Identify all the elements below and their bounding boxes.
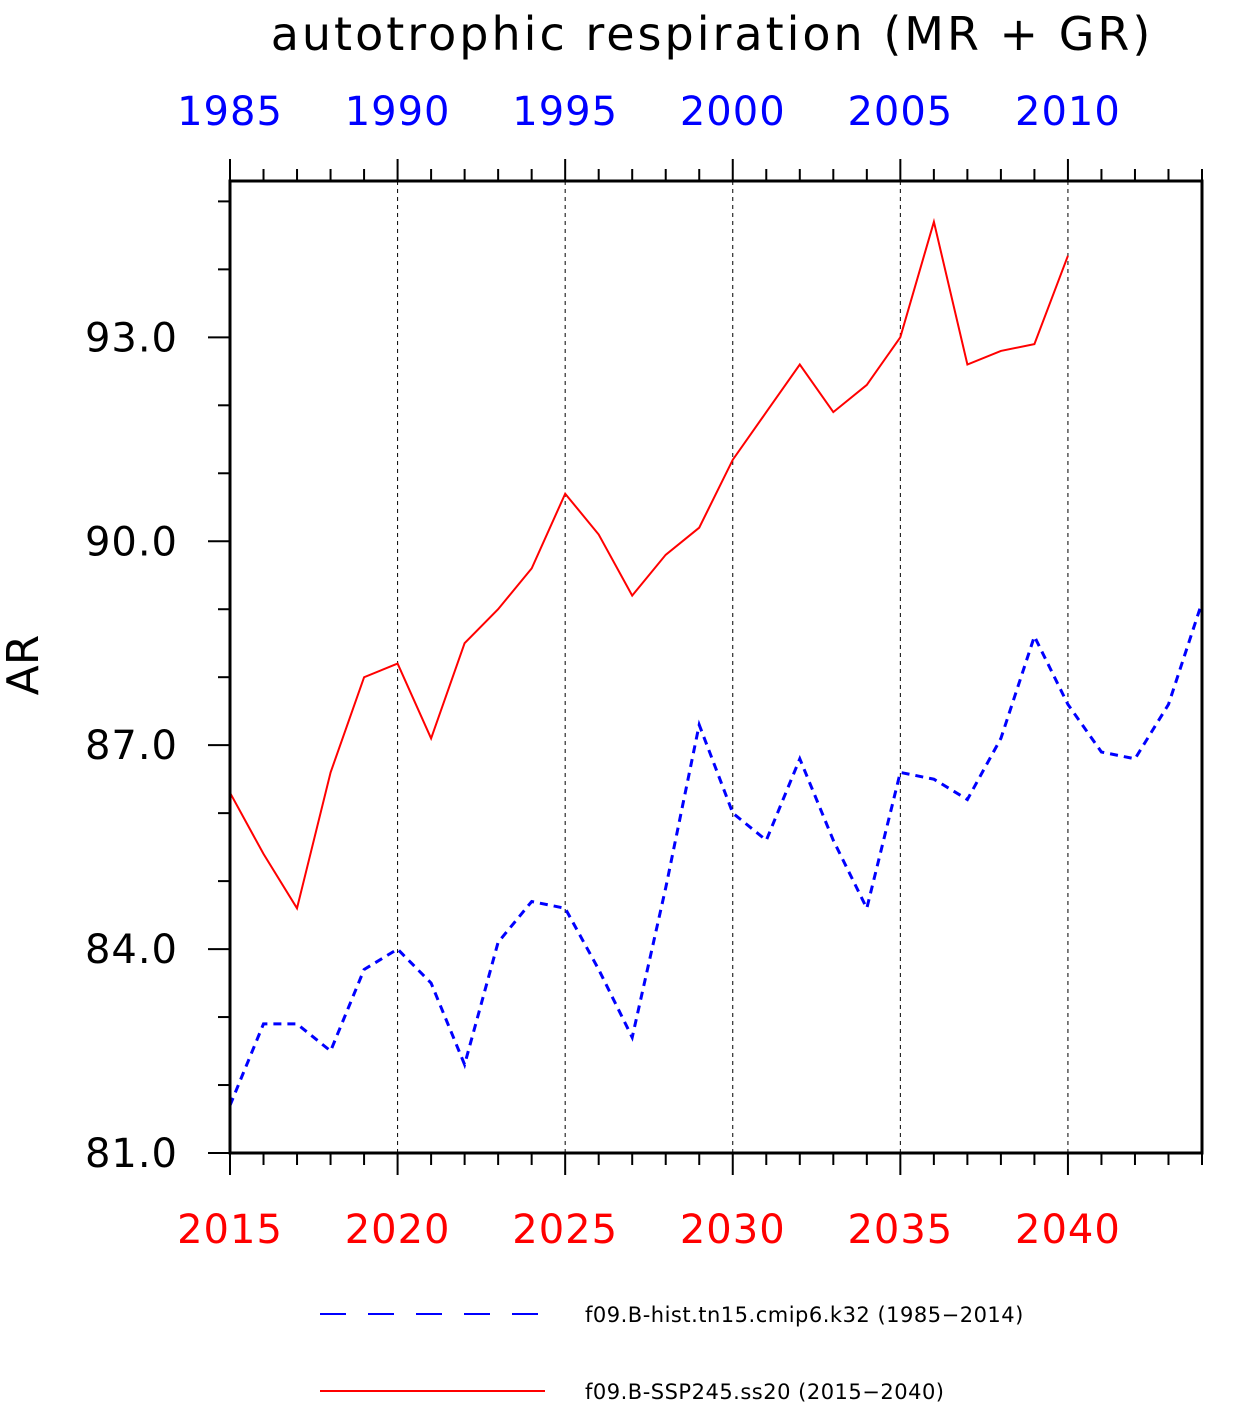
y-tick-label-93.0: 93.0 — [85, 315, 178, 361]
y-tick-label-81.0: 81.0 — [85, 1131, 178, 1177]
bottom-tick-label-2020: 2020 — [345, 1207, 451, 1253]
y-tick-label-87.0: 87.0 — [85, 723, 178, 769]
y-axis-label: AR — [0, 635, 49, 696]
y-tick-label-90.0: 90.0 — [85, 519, 178, 565]
plot-frame — [228, 179, 1204, 1155]
top-tick-label-2010: 2010 — [1015, 89, 1121, 135]
bottom-tick-label-2015: 2015 — [177, 1207, 283, 1253]
top-tick-label-1995: 1995 — [512, 89, 618, 135]
bottom-tick-label-2035: 2035 — [847, 1207, 953, 1253]
series-line-historical — [228, 601, 1204, 1106]
legend-label-historical: f09.B-hist.tn15.cmip6.k32 (1985−2014) — [585, 1303, 1024, 1327]
grid-lines — [397, 181, 1069, 1153]
top-tick-label-2000: 2000 — [680, 89, 786, 135]
bottom-tick-label-2025: 2025 — [512, 1207, 618, 1253]
axes: 2015 2020 2025 2030 2035 2040 1985 1990 1995 2000… — [85, 89, 1204, 1253]
y-tick-label-84.0: 84.0 — [85, 927, 178, 973]
top-tick-label-1990: 1990 — [345, 89, 451, 135]
top-tick-label-1985: 1985 — [177, 89, 283, 135]
series-lines — [228, 217, 1204, 1106]
top-tick-label-2005: 2005 — [847, 89, 953, 135]
chart-title: autotrophic respiration (MR + GR) — [271, 7, 1154, 61]
legend-label-ssp245: f09.B-SSP245.ss20 (2015−2040) — [585, 1380, 945, 1404]
series-line-ssp245 — [229, 217, 1069, 911]
bottom-tick-label-2040: 2040 — [1015, 1207, 1121, 1253]
legend: f09.B-hist.tn15.cmip6.k32 (1985−2014) f09… — [320, 1303, 1024, 1404]
bottom-tick-label-2030: 2030 — [680, 1207, 786, 1253]
